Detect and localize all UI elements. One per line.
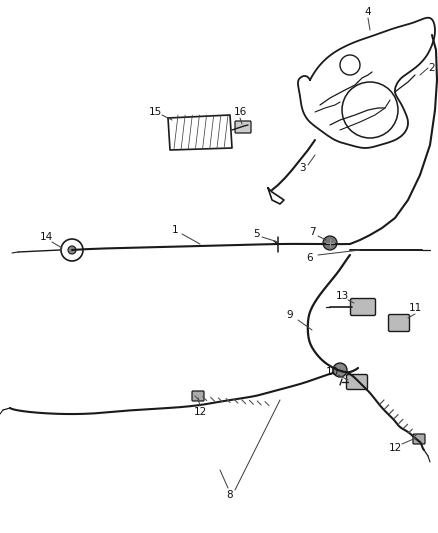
- Circle shape: [68, 246, 76, 254]
- Text: 7: 7: [309, 227, 315, 237]
- Text: 1: 1: [172, 225, 178, 235]
- FancyBboxPatch shape: [235, 121, 251, 133]
- Text: 15: 15: [148, 107, 162, 117]
- FancyBboxPatch shape: [346, 375, 367, 390]
- FancyBboxPatch shape: [413, 434, 425, 444]
- Text: 12: 12: [193, 407, 207, 417]
- Text: 11: 11: [408, 303, 422, 313]
- FancyBboxPatch shape: [389, 314, 410, 332]
- Text: 4: 4: [365, 7, 371, 17]
- FancyBboxPatch shape: [192, 391, 204, 401]
- Text: 12: 12: [389, 443, 402, 453]
- Text: 2: 2: [429, 63, 435, 73]
- Text: 14: 14: [39, 232, 53, 242]
- Text: 8: 8: [227, 490, 233, 500]
- Circle shape: [333, 363, 347, 377]
- Text: 16: 16: [233, 107, 247, 117]
- Text: 3: 3: [299, 163, 305, 173]
- Text: 6: 6: [307, 253, 313, 263]
- Circle shape: [323, 236, 337, 250]
- Text: 5: 5: [253, 229, 259, 239]
- Text: 13: 13: [336, 291, 349, 301]
- Text: 10: 10: [325, 367, 339, 377]
- FancyBboxPatch shape: [350, 298, 375, 316]
- Text: 9: 9: [287, 310, 293, 320]
